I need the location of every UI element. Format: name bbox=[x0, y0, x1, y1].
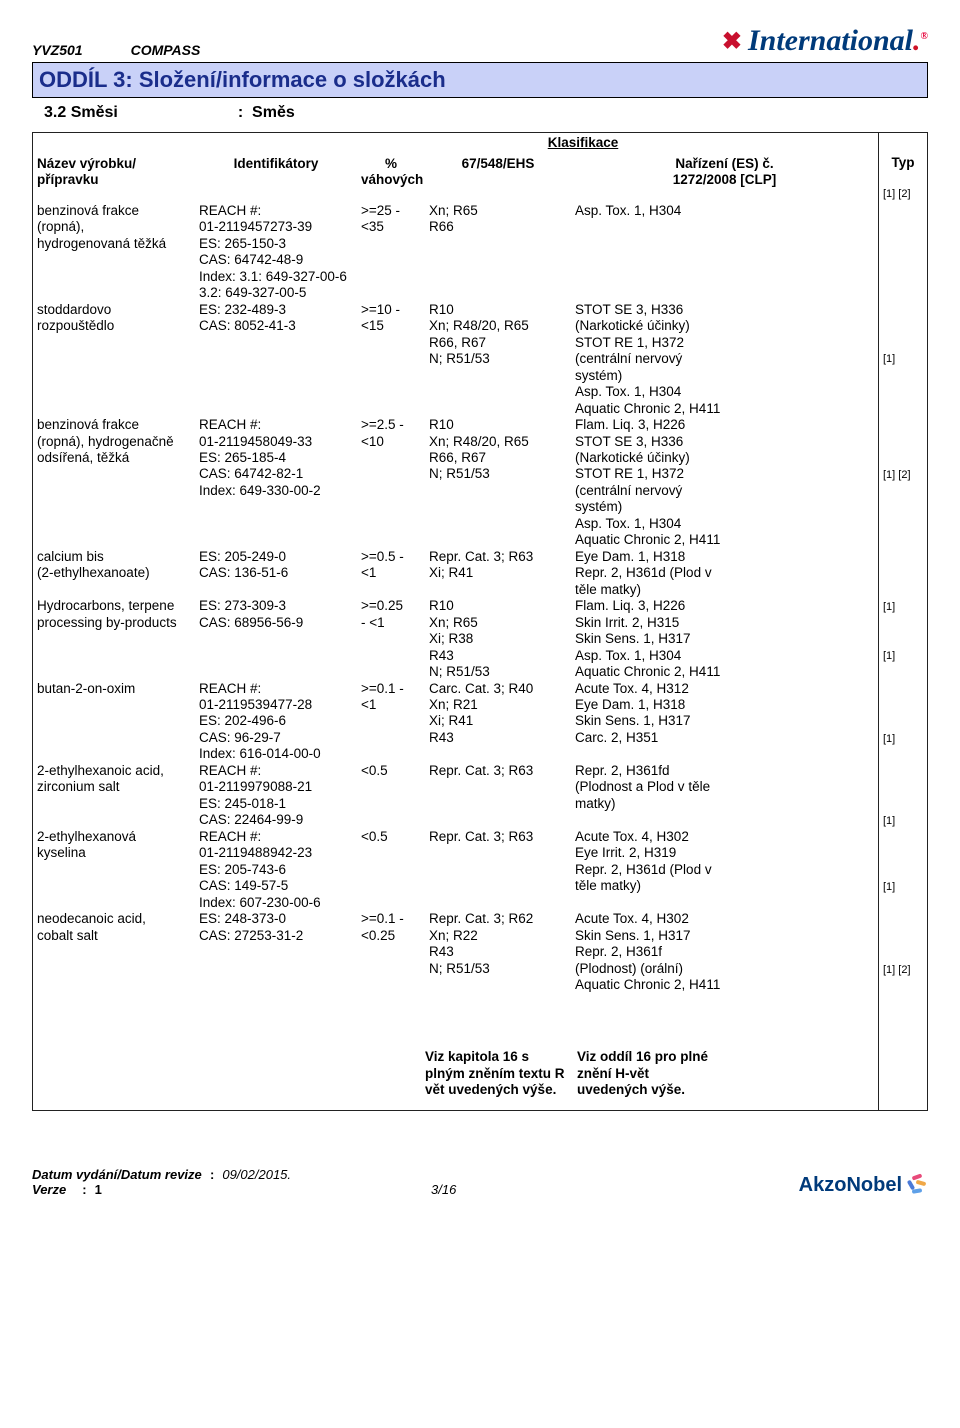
brand-logo: ✖ International.® bbox=[722, 24, 928, 58]
cell-pct: >=0.5 - <1 bbox=[357, 549, 425, 598]
table-row: calcium bis (2-ethylhexanoate)ES: 205-24… bbox=[33, 549, 878, 598]
col-name: Název výrobku/ přípravku bbox=[33, 152, 195, 197]
cell-ehs: R10 Xn; R48/20, R65 R66, R67 N; R51/53 bbox=[425, 302, 571, 417]
cell-id: REACH #: 01-2119979088-21 ES: 245-018-1 … bbox=[195, 763, 357, 829]
table-row: butan-2-on-oximREACH #: 01-2119539477-28… bbox=[33, 681, 878, 763]
footnote-reg: Viz oddíl 16 pro plné znění H-vět uveden… bbox=[571, 1049, 878, 1098]
cell-pct: >=0.25 - <1 bbox=[357, 598, 425, 680]
cell-typ: [1] bbox=[883, 881, 923, 964]
cell-ehs: Xn; R65 R66 bbox=[425, 203, 571, 302]
cell-id: REACH #: 01-2119457273-39 ES: 265-150-3 … bbox=[195, 203, 357, 302]
col-klasifikace: Klasifikace bbox=[425, 133, 741, 152]
cell-pct: >=2.5 - <10 bbox=[357, 417, 425, 549]
akzonobel-swirl-icon bbox=[906, 1175, 928, 1197]
footer-version-label: Verze bbox=[32, 1182, 66, 1197]
cell-typ: [1] bbox=[883, 815, 923, 881]
col-ehs: 67/548/EHS bbox=[425, 152, 571, 197]
cell-name: neodecanoic acid, cobalt salt bbox=[33, 911, 195, 993]
cell-ehs: R10 Xn; R65 Xi; R38 R43 N; R51/53 bbox=[425, 598, 571, 680]
cell-name: Hydrocarbons, terpene processing by-prod… bbox=[33, 598, 195, 680]
table-row: stoddardovo rozpouštědloES: 232-489-3 CA… bbox=[33, 302, 878, 417]
cell-ehs: Repr. Cat. 3; R63 Xi; R41 bbox=[425, 549, 571, 598]
footer-date: 09/02/2015. bbox=[222, 1167, 291, 1182]
cell-id: ES: 205-249-0 CAS: 136-51-6 bbox=[195, 549, 357, 598]
brand-x-icon: ✖ bbox=[722, 27, 742, 56]
cell-ehs: Repr. Cat. 3; R63 bbox=[425, 829, 571, 911]
cell-ehs: Carc. Cat. 3; R40 Xn; R21 Xi; R41 R43 bbox=[425, 681, 571, 763]
cell-reg: Flam. Liq. 3, H226 Skin Irrit. 2, H315 S… bbox=[571, 598, 878, 680]
cell-id: REACH #: 01-2119539477-28 ES: 202-496-6 … bbox=[195, 681, 357, 763]
akzonobel-logo: AkzoNobel bbox=[799, 1174, 928, 1197]
cell-typ: [1] [2] bbox=[883, 469, 923, 601]
table-row: 2-ethylhexanoic acid, zirconium saltREAC… bbox=[33, 763, 878, 829]
cell-typ: [1] bbox=[883, 733, 923, 816]
cell-pct: <0.5 bbox=[357, 829, 425, 911]
cell-id: ES: 248-373-0 CAS: 27253-31-2 bbox=[195, 911, 357, 993]
cell-typ: [1] bbox=[883, 650, 923, 733]
footer-date-label: Datum vydání/Datum revize bbox=[32, 1167, 202, 1182]
subsection-number: 3.2 Směsi bbox=[44, 104, 118, 122]
cell-reg: Flam. Liq. 3, H226 STOT SE 3, H336 (Nark… bbox=[571, 417, 878, 549]
cell-pct: >=25 - <35 bbox=[357, 203, 425, 302]
doc-system: COMPASS bbox=[131, 42, 201, 58]
cell-reg: Eye Dam. 1, H318 Repr. 2, H361d (Plod v … bbox=[571, 549, 878, 598]
col-typ: Typ bbox=[879, 155, 927, 170]
cell-ehs: R10 Xn; R48/20, R65 R66, R67 N; R51/53 bbox=[425, 417, 571, 549]
col-id: Identifikátory bbox=[195, 152, 357, 197]
cell-id: REACH #: 01-2119488942-23 ES: 205-743-6 … bbox=[195, 829, 357, 911]
cell-pct: <0.5 bbox=[357, 763, 425, 829]
cell-pct: >=0.1 - <0.25 bbox=[357, 911, 425, 993]
cell-reg: Asp. Tox. 1, H304 bbox=[571, 203, 878, 302]
cell-name: butan-2-on-oxim bbox=[33, 681, 195, 763]
cell-reg: STOT SE 3, H336 (Narkotické účinky) STOT… bbox=[571, 302, 878, 417]
table-row: 2-ethylhexanová kyselinaREACH #: 01-2119… bbox=[33, 829, 878, 911]
cell-id: ES: 232-489-3 CAS: 8052-41-3 bbox=[195, 302, 357, 417]
cell-typ: [1] bbox=[883, 353, 923, 469]
cell-name: benzinová frakce (ropná), hydrogenačně o… bbox=[33, 417, 195, 549]
cell-reg: Acute Tox. 4, H302 Skin Sens. 1, H317 Re… bbox=[571, 911, 878, 993]
cell-name: 2-ethylhexanová kyselina bbox=[33, 829, 195, 911]
cell-ehs: Repr. Cat. 3; R62 Xn; R22 R43 N; R51/53 bbox=[425, 911, 571, 993]
cell-pct: >=0.1 - <1 bbox=[357, 681, 425, 763]
cell-typ: [1] [2] bbox=[883, 964, 923, 1047]
footer-version: 1 bbox=[95, 1182, 102, 1197]
doc-code: YVZ501 bbox=[32, 42, 83, 58]
cell-name: calcium bis (2-ethylhexanoate) bbox=[33, 549, 195, 598]
footer-page: 3/16 bbox=[431, 1182, 456, 1197]
col-pct: % váhových bbox=[357, 152, 425, 197]
table-row: neodecanoic acid, cobalt saltES: 248-373… bbox=[33, 911, 878, 993]
cell-ehs: Repr. Cat. 3; R63 bbox=[425, 763, 571, 829]
cell-name: benzinová frakce (ropná), hydrogenovaná … bbox=[33, 203, 195, 302]
cell-id: REACH #: 01-2119458049-33 ES: 265-185-4 … bbox=[195, 417, 357, 549]
col-reg: Nařízení (ES) č. 1272/2008 [CLP] bbox=[571, 152, 878, 197]
table-row: benzinová frakce (ropná), hydrogenovaná … bbox=[33, 203, 878, 302]
composition-table: Klasifikace Název výrobku/ přípravku Ide… bbox=[32, 132, 928, 1111]
subsection-value: Směs bbox=[252, 104, 295, 121]
cell-typ: [1] [2] bbox=[883, 188, 923, 353]
section-title: ODDÍL 3: Složení/informace o složkách bbox=[32, 62, 928, 98]
cell-reg: Acute Tox. 4, H312 Eye Dam. 1, H318 Skin… bbox=[571, 681, 878, 763]
footnote-ehs: Viz kapitola 16 s plným zněním textu R v… bbox=[425, 1049, 571, 1098]
table-row: Hydrocarbons, terpene processing by-prod… bbox=[33, 598, 878, 680]
cell-id: ES: 273-309-3 CAS: 68956-56-9 bbox=[195, 598, 357, 680]
cell-name: stoddardovo rozpouštědlo bbox=[33, 302, 195, 417]
cell-name: 2-ethylhexanoic acid, zirconium salt bbox=[33, 763, 195, 829]
cell-reg: Acute Tox. 4, H302 Eye Irrit. 2, H319 Re… bbox=[571, 829, 878, 911]
cell-reg: Repr. 2, H361fd (Plodnost a Plod v těle … bbox=[571, 763, 878, 829]
cell-pct: >=10 - <15 bbox=[357, 302, 425, 417]
table-row: benzinová frakce (ropná), hydrogenačně o… bbox=[33, 417, 878, 549]
cell-typ: [1] bbox=[883, 601, 923, 651]
